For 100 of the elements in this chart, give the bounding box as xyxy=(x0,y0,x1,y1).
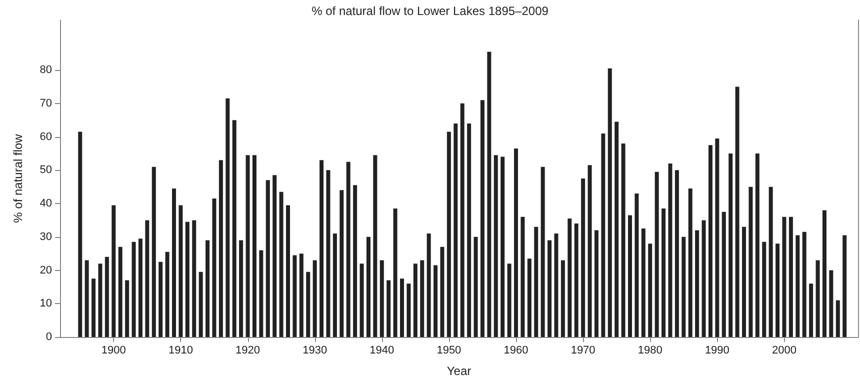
bar xyxy=(400,278,404,337)
bar xyxy=(360,264,364,337)
bar xyxy=(98,264,102,337)
bar xyxy=(239,240,244,337)
bar xyxy=(527,258,532,337)
bar xyxy=(654,172,659,337)
y-tick-label: 30 xyxy=(40,230,52,243)
y-tick-label: 80 xyxy=(40,64,52,76)
bar xyxy=(312,260,317,337)
bar xyxy=(634,194,639,337)
bar xyxy=(246,155,250,337)
bar xyxy=(641,228,646,337)
bar xyxy=(668,163,672,337)
bar xyxy=(92,278,96,337)
bar xyxy=(568,218,572,337)
bar xyxy=(158,262,163,337)
bar xyxy=(581,178,586,337)
bar xyxy=(78,132,82,337)
bar xyxy=(755,153,760,337)
bar xyxy=(574,224,578,337)
bar xyxy=(560,260,565,337)
y-tick-label: 10 xyxy=(40,298,52,310)
bar xyxy=(340,190,344,337)
bar xyxy=(125,280,130,337)
bar xyxy=(682,236,686,337)
y-tick-label: 0 xyxy=(46,331,52,343)
bar xyxy=(454,123,458,337)
bar xyxy=(628,215,632,337)
bar xyxy=(500,156,505,337)
bar xyxy=(272,175,277,337)
x-tick-label: 1970 xyxy=(570,344,596,356)
bar xyxy=(460,103,464,337)
x-tick-label: 1990 xyxy=(704,344,730,356)
y-tick-label: 70 xyxy=(40,97,52,110)
y-tick-label: 50 xyxy=(40,164,52,176)
bar xyxy=(782,216,786,337)
bar xyxy=(286,205,290,337)
bar xyxy=(380,260,384,337)
bar xyxy=(259,250,264,337)
bar xyxy=(829,270,834,337)
bar xyxy=(132,242,136,337)
x-tick-label: 1960 xyxy=(504,344,528,356)
bar xyxy=(715,138,720,337)
bar xyxy=(702,220,706,337)
bar xyxy=(836,300,840,337)
bar xyxy=(320,160,324,337)
y-tick-label: 60 xyxy=(40,130,52,143)
x-tick-label: 1980 xyxy=(638,344,662,356)
bar xyxy=(165,252,170,337)
bar xyxy=(594,230,598,337)
bar xyxy=(206,240,210,337)
x-tick-label: 1910 xyxy=(168,344,193,356)
bar xyxy=(198,272,203,337)
bar xyxy=(796,235,800,337)
bar xyxy=(507,264,512,337)
bar xyxy=(386,280,391,337)
bar xyxy=(266,180,270,337)
bar xyxy=(152,166,156,337)
bar xyxy=(608,68,612,337)
x-tick-label: 2000 xyxy=(772,344,796,356)
bar xyxy=(212,198,216,337)
bar xyxy=(735,86,740,337)
bar xyxy=(601,133,606,337)
bar xyxy=(520,216,525,337)
bar xyxy=(252,155,256,337)
bar xyxy=(554,234,558,337)
bar xyxy=(540,166,545,337)
bar xyxy=(440,246,444,337)
bar xyxy=(393,208,398,337)
chart-title: % of natural flow to Lower Lakes 1895–2009 xyxy=(312,4,549,18)
bar xyxy=(406,284,411,337)
bar xyxy=(588,165,592,337)
bar xyxy=(84,260,89,337)
x-tick-label: 1920 xyxy=(236,344,260,356)
bar xyxy=(822,210,826,337)
bar xyxy=(487,52,492,337)
bar xyxy=(474,236,478,337)
bar xyxy=(816,260,820,337)
bar xyxy=(299,254,304,337)
bar xyxy=(218,160,223,337)
bar xyxy=(722,212,726,337)
bar xyxy=(621,143,626,337)
y-axis-title: % of natural flow xyxy=(11,134,25,223)
bar xyxy=(346,162,350,337)
bar xyxy=(366,236,370,337)
bar xyxy=(373,155,378,337)
bar xyxy=(192,220,196,337)
bar xyxy=(662,208,666,337)
bar xyxy=(420,260,424,337)
bar xyxy=(413,264,418,337)
bar xyxy=(118,246,122,337)
x-tick-label: 1900 xyxy=(101,344,126,356)
bar xyxy=(762,242,766,337)
x-tick-label: 1940 xyxy=(370,344,394,356)
bar xyxy=(494,155,498,337)
bar xyxy=(514,148,518,337)
bar xyxy=(534,226,538,337)
bar xyxy=(353,185,358,337)
bar xyxy=(548,240,552,337)
bar xyxy=(434,265,438,337)
